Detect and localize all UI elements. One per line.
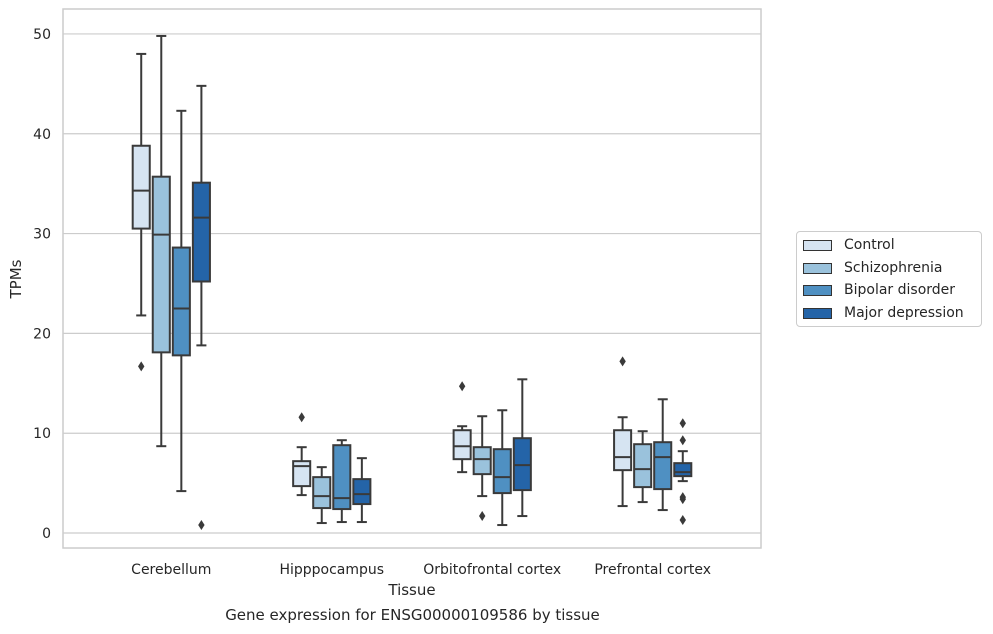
outlier-point-0: [198, 520, 205, 531]
legend-label-bipolar-disorder: Bipolar disorder: [844, 282, 956, 298]
box-1-0: [292, 412, 312, 497]
box-2-2: [492, 409, 512, 527]
y-tick-label-20: 20: [33, 326, 51, 342]
outlier-point-0: [458, 381, 466, 392]
y-tick-label-40: 40: [33, 127, 51, 143]
outlier-point-1: [679, 435, 686, 446]
x-tick-labels: Cerebellum Hipppocampus Orbitofrontal cort…: [131, 562, 711, 578]
box-iqr: [332, 444, 352, 511]
box-iqr: [613, 429, 633, 472]
outlier-point-3: [679, 494, 686, 505]
box-3-2: [653, 398, 673, 512]
box-3-1: [633, 430, 653, 504]
box-3-3: [673, 418, 693, 526]
box-1-1: [312, 466, 332, 525]
box-0-0: [131, 52, 151, 372]
box-1-2: [332, 439, 352, 524]
box-0-3: [191, 84, 211, 531]
x-tick-label-0: Cerebellum: [131, 562, 211, 578]
legend-swatch-major-depression: [803, 307, 832, 319]
y-tick-label-30: 30: [33, 227, 51, 243]
box-3-0: [613, 356, 633, 508]
legend-label-schizophrenia: Schizophrenia: [844, 260, 943, 276]
legend-item-bipolar-disorder: Bipolar disorder: [803, 280, 955, 300]
x-tick-label-3: Prefrontal cortex: [594, 562, 711, 578]
box-2-1: [472, 415, 492, 522]
box-0-2: [171, 109, 191, 493]
legend-swatch-control: [803, 239, 832, 251]
box-iqr: [151, 175, 171, 354]
legend-swatch-schizophrenia: [803, 262, 832, 274]
outlier-point-0: [619, 356, 626, 367]
legend: Control Schizophrenia Bipolar disorder M…: [796, 231, 982, 327]
box-iqr: [673, 462, 693, 478]
x-axis-label: Tissue: [387, 581, 435, 599]
legend-swatch-bipolar-disorder: [803, 284, 832, 296]
box-iqr: [292, 460, 312, 488]
outlier-point-0: [138, 361, 145, 372]
legend-item-control: Control: [803, 235, 895, 255]
x-tick-label-1: Hipppocampus: [279, 562, 384, 578]
legend-label-major-depression: Major depression: [844, 305, 964, 321]
box-iqr: [171, 246, 191, 357]
box-1-3: [352, 457, 372, 524]
box-iqr: [312, 476, 332, 510]
box-iqr: [352, 478, 372, 506]
y-tick-label-50: 50: [33, 27, 51, 43]
box-iqr: [472, 446, 492, 476]
box-iqr: [492, 448, 512, 495]
legend-item-schizophrenia: Schizophrenia: [803, 258, 942, 278]
plot-area-frame: [62, 8, 762, 549]
box-2-0: [452, 381, 472, 474]
box-iqr: [452, 429, 472, 461]
outlier-point-4: [679, 515, 686, 526]
figure-caption: Gene expression for ENSG00000109586 by t…: [225, 606, 600, 624]
outlier-point-0: [479, 511, 486, 522]
box-0-1: [151, 34, 171, 448]
box-iqr: [191, 181, 211, 283]
legend-item-major-depression: Major depression: [803, 303, 964, 323]
box-iqr: [633, 443, 653, 489]
boxes-layer: [131, 34, 693, 531]
legend-label-control: Control: [844, 237, 895, 253]
y-tick-labels: 0 10 20 30 40 50: [33, 27, 51, 542]
y-axis-label: TPMs: [7, 259, 25, 299]
y-tick-label-10: 10: [33, 426, 51, 442]
x-tick-label-2: Orbitofrontal cortex: [423, 562, 561, 578]
box-iqr: [131, 144, 151, 230]
box-iqr: [653, 441, 673, 491]
outlier-point-0: [298, 412, 305, 423]
box-2-3: [512, 378, 532, 518]
outlier-point-0: [679, 418, 686, 429]
y-tick-label-0: 0: [42, 526, 51, 542]
